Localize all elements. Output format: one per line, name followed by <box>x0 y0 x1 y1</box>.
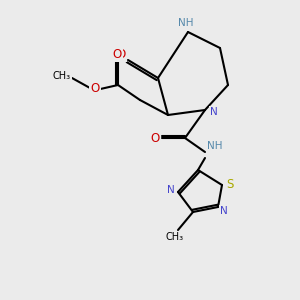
Text: O: O <box>116 49 126 62</box>
Text: O: O <box>112 49 122 62</box>
Text: N: N <box>220 206 228 216</box>
Text: O: O <box>150 131 160 145</box>
Text: N: N <box>167 185 175 195</box>
Text: N: N <box>210 107 218 117</box>
Text: S: S <box>226 178 234 191</box>
Text: O: O <box>90 82 100 94</box>
Text: CH₃: CH₃ <box>53 71 71 81</box>
Text: CH₃: CH₃ <box>166 232 184 242</box>
Text: NH: NH <box>178 18 194 28</box>
Text: NH: NH <box>207 141 223 151</box>
